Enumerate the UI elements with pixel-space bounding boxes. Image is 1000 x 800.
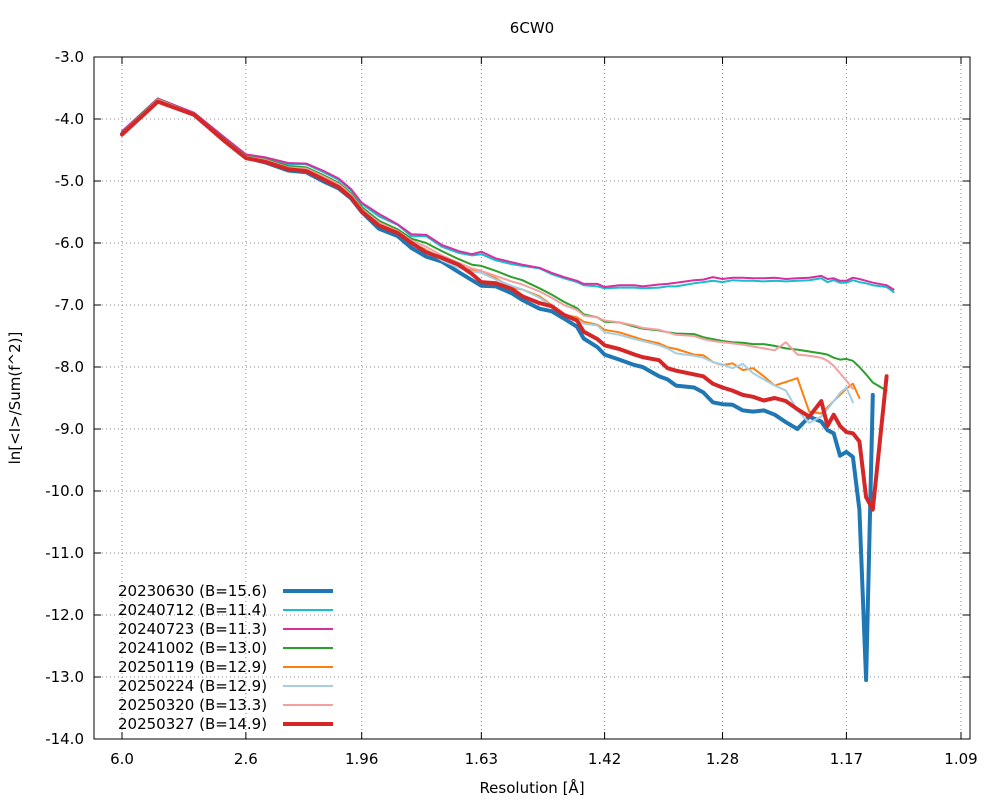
x-tick-label: 1.42	[588, 750, 621, 768]
x-tick-label: 6.0	[110, 750, 134, 768]
series-line-3	[121, 97, 895, 291]
chart-title: 6CW0	[510, 19, 554, 37]
series-line-7	[121, 98, 854, 390]
legend-label: 20250327 (B=14.9)	[118, 715, 267, 733]
legend-label: 20250320 (B=13.3)	[118, 696, 267, 714]
legend-label: 20250224 (B=12.9)	[118, 677, 267, 695]
y-tick-label: -9.0	[55, 420, 84, 438]
series-line-8	[120, 99, 889, 512]
chart-grid	[94, 56, 970, 740]
legend-label: 20240723 (B=11.3)	[118, 620, 267, 638]
y-tick-label: -4.0	[55, 110, 84, 128]
x-axis-label: Resolution [Å]	[479, 778, 584, 797]
legend-label: 20240712 (B=11.4)	[118, 601, 267, 619]
y-tick-label: -12.0	[45, 606, 84, 624]
x-tick-label: 1.28	[706, 750, 739, 768]
y-tick-label: -3.0	[55, 48, 84, 66]
legend: 20230630 (B=15.6)20240712 (B=11.4)202407…	[118, 582, 333, 733]
legend-label: 20250119 (B=12.9)	[118, 658, 267, 676]
y-tick-label: -13.0	[45, 668, 84, 686]
legend-label: 20230630 (B=15.6)	[118, 582, 267, 600]
x-tick-label: 1.09	[944, 750, 977, 768]
y-tick-label: -8.0	[55, 358, 84, 376]
y-tick-label: -7.0	[55, 296, 84, 314]
y-tick-label: -14.0	[45, 730, 84, 748]
y-tick-label: -11.0	[45, 544, 84, 562]
y-tick-label: -10.0	[45, 482, 84, 500]
series-line-4	[121, 98, 888, 392]
legend-label: 20241002 (B=13.0)	[118, 639, 267, 657]
y-tick-label: -5.0	[55, 172, 84, 190]
x-tick-label: 1.96	[345, 750, 378, 768]
x-axis-ticks: 6.0 2.6 1.96 1.63 1.42 1.28 1.17 1.09	[110, 57, 978, 768]
y-tick-label: -6.0	[55, 234, 84, 252]
plot-frame	[93, 56, 971, 740]
x-tick-label: 1.17	[830, 750, 863, 768]
x-tick-label: 2.6	[234, 750, 258, 768]
series-line-2	[121, 97, 895, 293]
y-axis-ticks: -3.0 -4.0 -5.0 -6.0 -7.0 -8.0 -9.0 -10.0 -11.0 -1…	[45, 48, 970, 748]
series-layer	[120, 97, 895, 683]
x-tick-label: 1.63	[465, 750, 498, 768]
y-axis-label: ln[<I>/Sum(f^2)]	[6, 332, 24, 465]
